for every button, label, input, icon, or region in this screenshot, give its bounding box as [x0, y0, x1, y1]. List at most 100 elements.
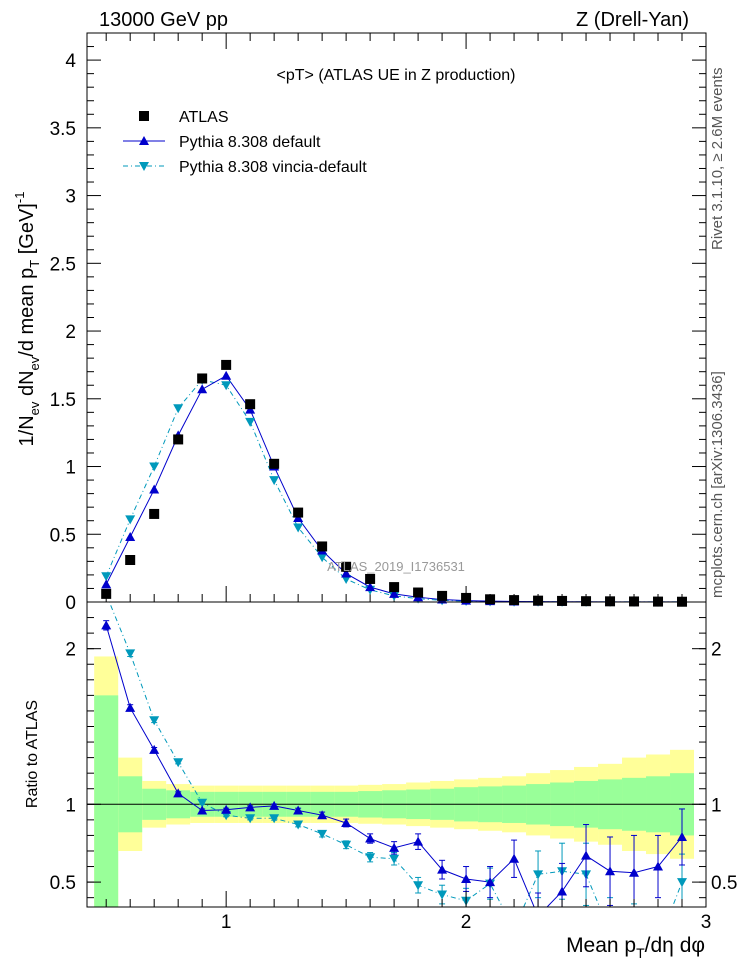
y-tick-label: 3 — [65, 187, 76, 208]
ratio-default-point — [341, 817, 352, 827]
ratio-default-point — [509, 853, 520, 863]
ratio-default-point — [221, 804, 232, 814]
ratio-default-point — [365, 833, 376, 843]
analysis-watermark: ATLAS_2019_I1736531 — [327, 559, 465, 574]
vincia-point — [173, 404, 184, 414]
main-panel: 0 0.5 1 1.5 2 2.5 3 3.5 4 <pT> (ATLAS UE in Z pr… — [12, 32, 707, 614]
ylabel-part-c: /d mean p — [16, 268, 38, 357]
ylabel-sub-2: ev — [27, 356, 42, 370]
atlas-point — [557, 595, 568, 606]
ratio-default-point — [149, 744, 160, 754]
ylabel-part-d: [GeV] — [16, 203, 38, 260]
ratio-default-point — [293, 805, 304, 815]
main-ylabel: 1/Nev dNev/d mean pT [GeV]-1 — [12, 192, 42, 447]
y-tick-label: 4 — [65, 51, 76, 72]
atlas-point — [221, 359, 232, 370]
x-tick-label: 3 — [701, 912, 712, 933]
x-tick-label: 2 — [461, 912, 472, 933]
default-point — [197, 384, 208, 394]
ratio-vincia-point — [173, 758, 184, 768]
y-tick-label: 1.5 — [50, 390, 76, 411]
header-left: 13000 GeV pp — [99, 9, 228, 31]
ratio-vincia-point — [125, 649, 136, 659]
vincia-point — [125, 515, 136, 525]
legend-marker-default — [139, 136, 149, 145]
y-tick-label: 0.5 — [50, 525, 76, 546]
default-point — [221, 370, 232, 380]
atlas-point — [269, 458, 280, 469]
ylabel-sub-1: ev — [27, 401, 42, 415]
y-tick-label: 3.5 — [50, 119, 76, 140]
default-point — [341, 568, 352, 578]
ratio-default-point — [413, 836, 424, 846]
atlas-point — [413, 587, 424, 598]
ylabel-sub-3: T — [27, 260, 42, 268]
stat-uncertainty-band — [94, 695, 119, 907]
atlas-point — [245, 399, 256, 410]
default-point — [149, 484, 160, 494]
ylabel-part-b: dN — [16, 370, 38, 401]
ratio-vincia-point — [413, 881, 424, 891]
vincia-point — [149, 462, 160, 472]
ratio-vincia-point — [365, 853, 376, 863]
ratio-axis-ticks: 1 2 3 0.5 0.5 1 1 2 2 — [50, 617, 737, 933]
ylabel-sup: -1 — [12, 192, 27, 204]
ratio-vincia-point — [509, 925, 519, 934]
atlas-point — [461, 592, 472, 603]
ratio-vincia-point — [293, 820, 304, 830]
y-tick-label: 2 — [65, 322, 76, 343]
default-point — [125, 531, 136, 541]
ratio-y-tick-label: 0.5 — [50, 873, 76, 894]
ratio-default-point — [269, 800, 280, 810]
atlas-point — [509, 595, 520, 606]
rivet-label: Rivet 3.1.10, ≥ 2.6M events — [709, 68, 726, 251]
atlas-point — [149, 508, 160, 519]
atlas-point — [293, 507, 304, 518]
header-right: Z (Drell-Yan) — [576, 9, 689, 31]
ratio-default-point — [197, 805, 208, 815]
y-tick-label: 2.5 — [50, 254, 76, 275]
ratio-default-point — [485, 877, 496, 887]
atlas-point — [437, 590, 448, 601]
x-tick-label: 1 — [221, 912, 232, 933]
ratio-y-tick-label-right: 2 — [711, 640, 722, 661]
ratio-vincia-point — [341, 840, 352, 850]
ratio-default-point — [653, 861, 664, 871]
ratio-vincia-point — [149, 716, 160, 726]
ratio-ylabel: Ratio to ATLAS — [24, 700, 41, 808]
atlas-point — [605, 596, 616, 607]
atlas-point — [533, 595, 544, 606]
ratio-clipped-group — [101, 602, 688, 934]
y-tick-label: 0 — [65, 593, 76, 614]
atlas-point — [365, 573, 376, 584]
atlas-point — [173, 434, 184, 445]
ratio-y-tick-label: 1 — [65, 795, 76, 816]
ratio-default-point — [245, 802, 256, 812]
ratio-series-group — [101, 602, 688, 934]
legend-marker-atlas — [139, 111, 149, 121]
ratio-default-point — [125, 702, 136, 712]
atlas-point — [101, 588, 112, 599]
ratio-vincia-point — [245, 814, 256, 824]
ratio-vincia-point — [389, 854, 400, 864]
vincia-point — [221, 381, 232, 391]
xlabel-sub: T — [636, 945, 645, 961]
ratio-default-point — [173, 788, 184, 798]
ratio-default-point — [581, 850, 592, 860]
legend-label-default: Pythia 8.308 default — [179, 134, 321, 151]
ratio-panel: 1 2 3 0.5 0.5 1 1 2 2 Ratio to ATLAS Mean pT/dη … — [24, 601, 737, 961]
mcplots-label: mcplots.cern.ch [arXiv:1306.3436] — [709, 371, 726, 598]
ratio-default-point — [461, 873, 472, 883]
ratio-vincia-point — [317, 829, 328, 839]
y-tick-label: 1 — [65, 458, 76, 479]
ylabel-part-a: 1/N — [16, 415, 38, 446]
main-series-group — [101, 359, 688, 607]
chart-title: <pT> (ATLAS UE in Z production) — [277, 67, 516, 84]
vincia-point — [317, 553, 328, 563]
ratio-y-tick-label-right: 1 — [711, 795, 722, 816]
atlas-point — [341, 561, 352, 572]
ratio-default-point — [101, 620, 112, 630]
atlas-point — [389, 582, 400, 593]
xlabel-part-a: Mean p — [566, 934, 636, 957]
